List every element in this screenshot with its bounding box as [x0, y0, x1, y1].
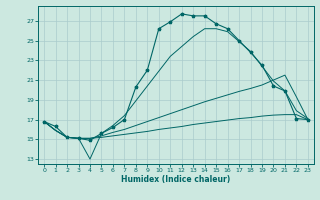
X-axis label: Humidex (Indice chaleur): Humidex (Indice chaleur) [121, 175, 231, 184]
